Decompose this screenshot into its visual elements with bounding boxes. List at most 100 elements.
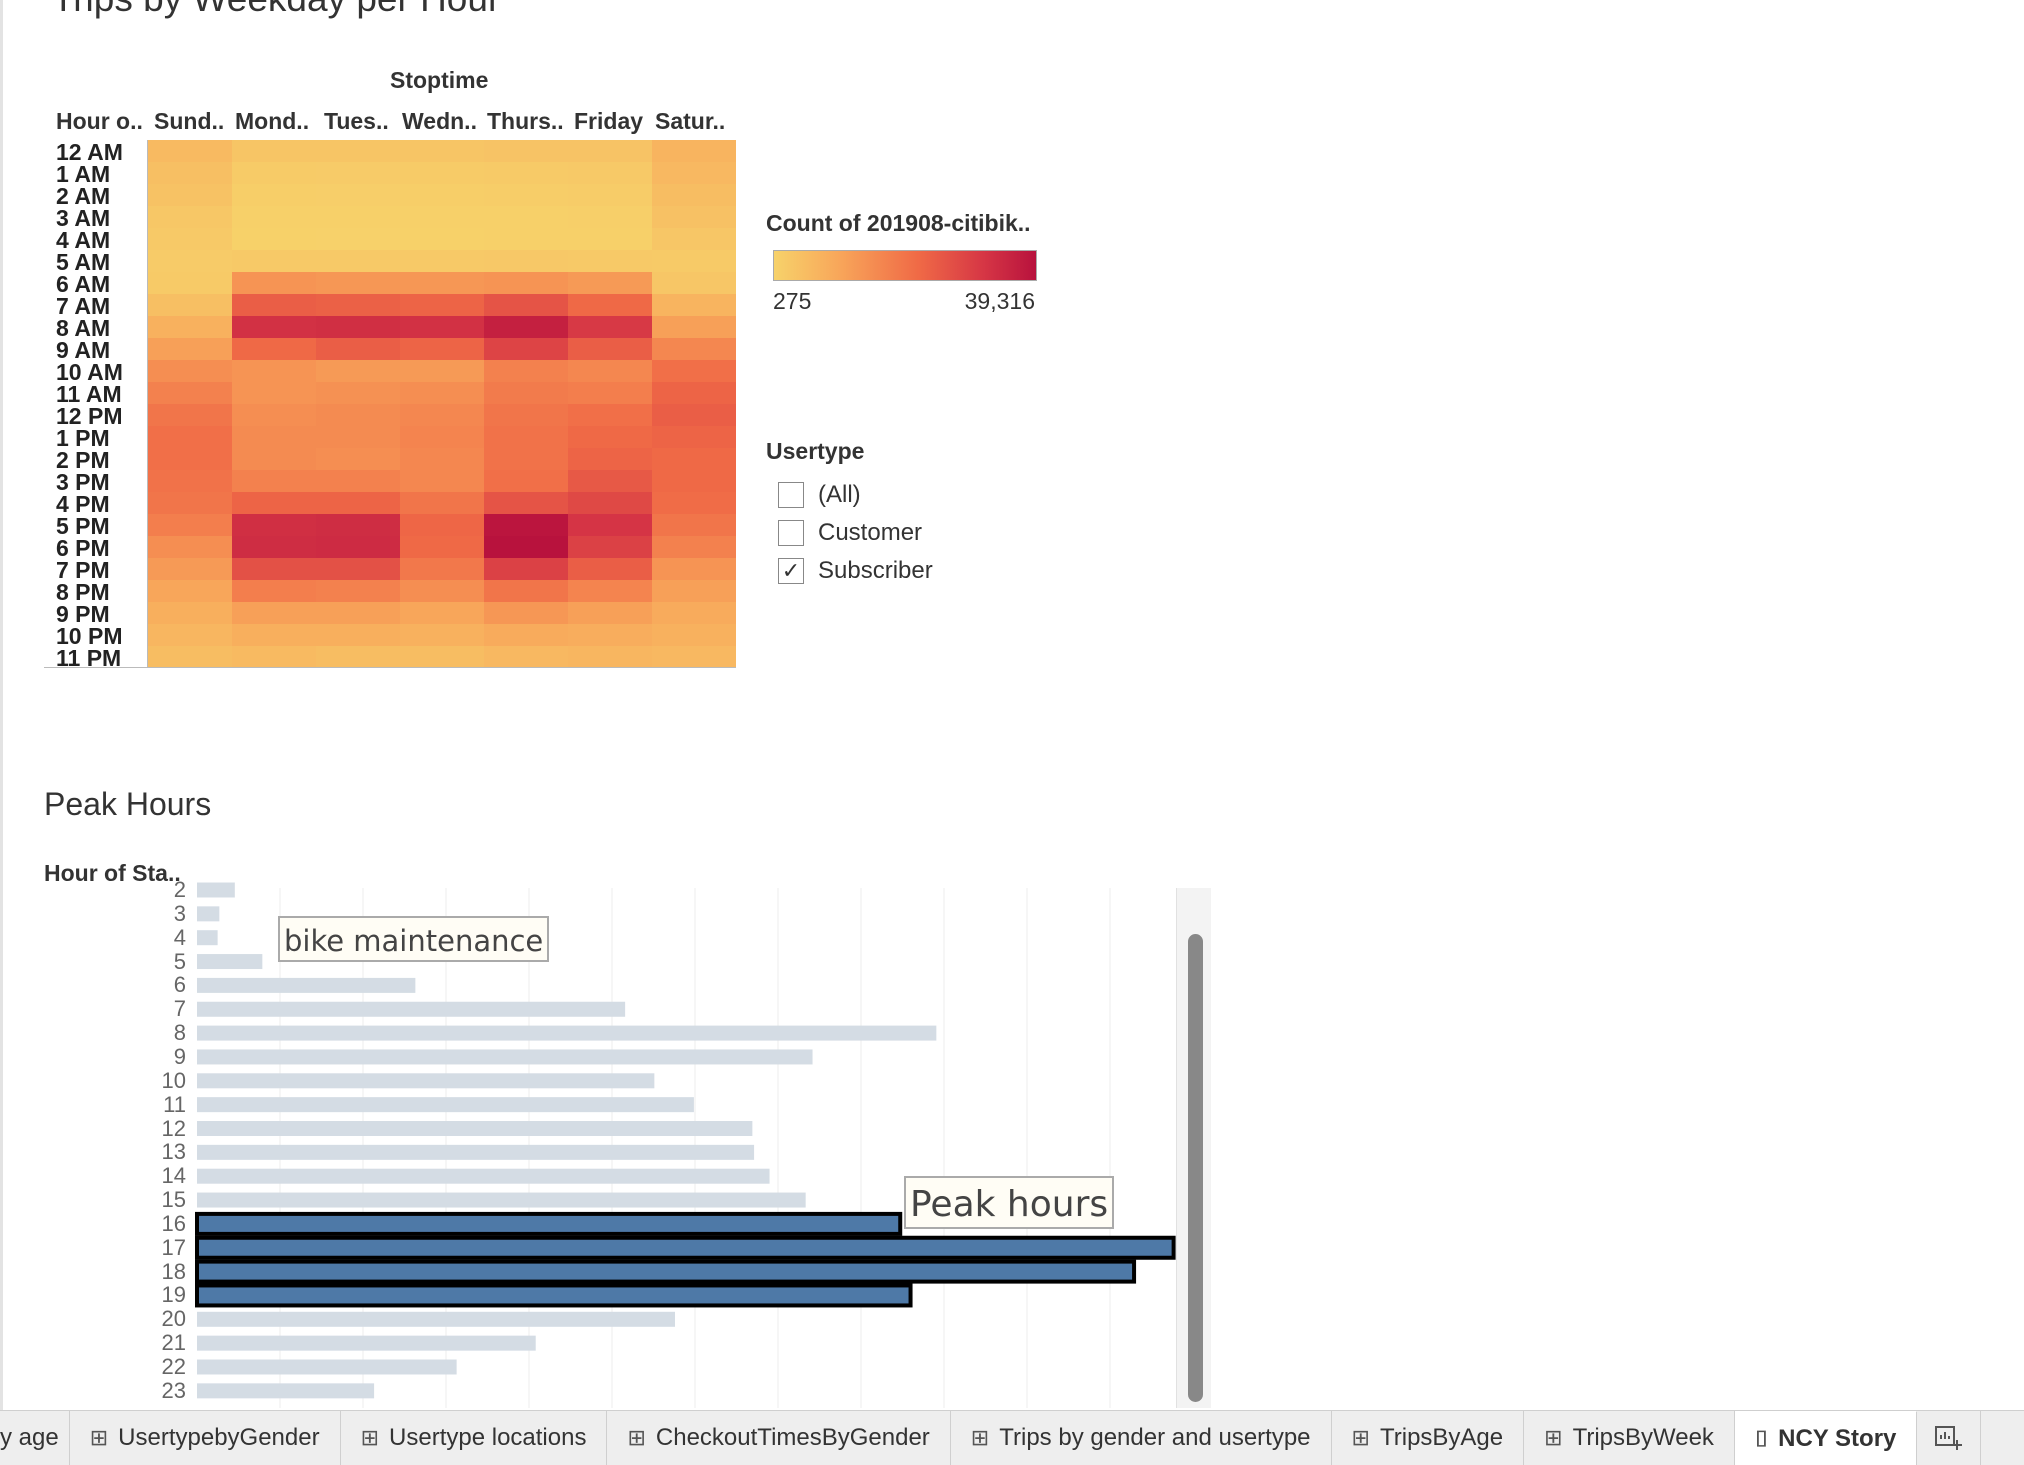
heatmap-cell[interactable] bbox=[484, 492, 568, 514]
bar-hour-19[interactable] bbox=[195, 1283, 913, 1308]
filter-option-customer[interactable]: Customer bbox=[778, 518, 922, 548]
heatmap-cell[interactable] bbox=[400, 624, 484, 646]
heatmap-cell[interactable] bbox=[400, 316, 484, 338]
heatmap-cell[interactable] bbox=[568, 558, 652, 580]
heatmap-cell[interactable] bbox=[568, 338, 652, 360]
bar-hour-18[interactable] bbox=[195, 1259, 1137, 1284]
heatmap-cell[interactable] bbox=[232, 360, 316, 382]
heatmap-cell[interactable] bbox=[652, 558, 736, 580]
heatmap-cell[interactable] bbox=[400, 602, 484, 624]
heatmap-cell[interactable] bbox=[568, 646, 652, 668]
heatmap-cell[interactable] bbox=[316, 470, 400, 492]
bar-hour-9[interactable] bbox=[197, 1049, 813, 1065]
heatmap-cell[interactable] bbox=[316, 426, 400, 448]
heatmap-cell[interactable] bbox=[484, 360, 568, 382]
new-sheet-button[interactable] bbox=[1917, 1411, 1982, 1465]
heatmap-cell[interactable] bbox=[568, 206, 652, 228]
heatmap-cell[interactable] bbox=[568, 228, 652, 250]
heatmap-cell[interactable] bbox=[316, 514, 400, 536]
heatmap-cell[interactable] bbox=[232, 624, 316, 646]
heatmap-cell[interactable] bbox=[652, 162, 736, 184]
heatmap-cell[interactable] bbox=[400, 294, 484, 316]
heatmap-cell[interactable] bbox=[568, 426, 652, 448]
bar-hour-6[interactable] bbox=[197, 977, 416, 993]
heatmap-cell[interactable] bbox=[316, 162, 400, 184]
heatmap-cell[interactable] bbox=[484, 206, 568, 228]
heatmap-cell[interactable] bbox=[316, 580, 400, 602]
heatmap-cell[interactable] bbox=[568, 448, 652, 470]
heatmap-cell[interactable] bbox=[652, 184, 736, 206]
heatmap-cell[interactable] bbox=[232, 206, 316, 228]
heatmap-cell[interactable] bbox=[316, 404, 400, 426]
heatmap-cell[interactable] bbox=[148, 470, 232, 492]
heatmap-cell[interactable] bbox=[484, 536, 568, 558]
heatmap-cell[interactable] bbox=[232, 558, 316, 580]
heatmap-cell[interactable] bbox=[316, 360, 400, 382]
heatmap-cell[interactable] bbox=[400, 404, 484, 426]
heatmap-cell[interactable] bbox=[484, 602, 568, 624]
heatmap-cell[interactable] bbox=[232, 536, 316, 558]
heatmap-cell[interactable] bbox=[316, 558, 400, 580]
heatmap-cell[interactable] bbox=[316, 206, 400, 228]
heatmap-cell[interactable] bbox=[148, 162, 232, 184]
heatmap-cell[interactable] bbox=[232, 448, 316, 470]
heatmap-cell[interactable] bbox=[568, 580, 652, 602]
tab-trips-by-week[interactable]: ⊞ TripsByWeek bbox=[1524, 1411, 1735, 1465]
bar-hour-4[interactable] bbox=[197, 930, 218, 946]
bar-hour-8[interactable] bbox=[197, 1025, 937, 1041]
heatmap-cell[interactable] bbox=[232, 426, 316, 448]
heatmap-cell[interactable] bbox=[232, 184, 316, 206]
heatmap-cell[interactable] bbox=[652, 492, 736, 514]
heatmap-cell[interactable] bbox=[484, 382, 568, 404]
heatmap-cell[interactable] bbox=[652, 602, 736, 624]
heatmap-cell[interactable] bbox=[484, 272, 568, 294]
bar-hour-14[interactable] bbox=[197, 1168, 770, 1184]
heatmap-cell[interactable] bbox=[148, 448, 232, 470]
heatmap-cell[interactable] bbox=[400, 580, 484, 602]
bar-hour-11[interactable] bbox=[197, 1097, 694, 1113]
bar-hour-12[interactable] bbox=[197, 1121, 753, 1136]
heatmap-cell[interactable] bbox=[568, 272, 652, 294]
heatmap-cell[interactable] bbox=[148, 602, 232, 624]
heatmap-cell[interactable] bbox=[232, 316, 316, 338]
heatmap-cell[interactable] bbox=[148, 316, 232, 338]
heatmap-cell[interactable] bbox=[316, 228, 400, 250]
tab-usertype-locations[interactable]: ⊞ Usertype locations bbox=[341, 1411, 608, 1465]
heatmap-cell[interactable] bbox=[148, 514, 232, 536]
bar-hour-15[interactable] bbox=[197, 1192, 806, 1208]
heatmap-cell[interactable] bbox=[652, 514, 736, 536]
heatmap-cell[interactable] bbox=[232, 470, 316, 492]
heatmap-cell[interactable] bbox=[652, 426, 736, 448]
heatmap-cell[interactable] bbox=[232, 162, 316, 184]
heatmap-cell[interactable] bbox=[316, 316, 400, 338]
heatmap-cell[interactable] bbox=[148, 360, 232, 382]
heatmap-cell[interactable] bbox=[232, 492, 316, 514]
heatmap-cell[interactable] bbox=[484, 184, 568, 206]
heatmap-cell[interactable] bbox=[484, 514, 568, 536]
heatmap-cell[interactable] bbox=[568, 536, 652, 558]
bar-hour-16[interactable] bbox=[195, 1211, 903, 1236]
scrollbar-thumb[interactable] bbox=[1188, 934, 1203, 1402]
heatmap-cell[interactable] bbox=[232, 294, 316, 316]
heatmap-cell[interactable] bbox=[652, 250, 736, 272]
heatmap-cell[interactable] bbox=[232, 580, 316, 602]
heatmap-cell[interactable] bbox=[316, 492, 400, 514]
heatmap-cell[interactable] bbox=[568, 316, 652, 338]
heatmap-cell[interactable] bbox=[568, 470, 652, 492]
heatmap-cell[interactable] bbox=[232, 646, 316, 668]
heatmap-cell[interactable] bbox=[568, 140, 652, 162]
tab-trips-by-age-partial[interactable]: y age bbox=[0, 1411, 70, 1465]
heatmap-cell[interactable] bbox=[316, 338, 400, 360]
heatmap-cell[interactable] bbox=[316, 646, 400, 668]
heatmap-cell[interactable] bbox=[568, 382, 652, 404]
heatmap-cell[interactable] bbox=[148, 492, 232, 514]
heatmap-cell[interactable] bbox=[148, 404, 232, 426]
heatmap-cell[interactable] bbox=[232, 514, 316, 536]
bar-hour-10[interactable] bbox=[197, 1073, 655, 1089]
heatmap-cell[interactable] bbox=[652, 448, 736, 470]
heatmap-cell[interactable] bbox=[568, 162, 652, 184]
heatmap-cell[interactable] bbox=[316, 140, 400, 162]
heatmap-cell[interactable] bbox=[400, 646, 484, 668]
heatmap-cell[interactable] bbox=[232, 338, 316, 360]
heatmap-cell[interactable] bbox=[652, 360, 736, 382]
